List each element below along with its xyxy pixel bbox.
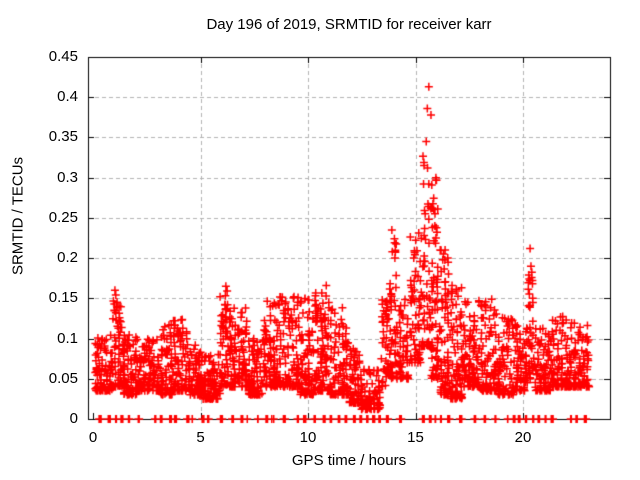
x-tick-label: 20 <box>514 429 532 446</box>
y-tick-label: 0.25 <box>48 208 78 226</box>
x-tick-label: 5 <box>196 429 205 446</box>
x-tick-label: 15 <box>407 429 424 446</box>
y-tick-label: 0.45 <box>48 48 78 65</box>
y-tick-label: 0.15 <box>48 289 78 307</box>
y-tick-label: 0 <box>69 410 78 427</box>
y-tick-label: 0.2 <box>57 249 78 267</box>
x-tick-label: 10 <box>299 429 317 446</box>
x-tick-label: 0 <box>88 429 98 446</box>
y-tick-label: 0.4 <box>57 88 78 106</box>
y-tick-label: 0.35 <box>48 128 78 146</box>
y-tick-label: 0.3 <box>57 168 78 186</box>
y-tick-label: 0.05 <box>48 369 78 387</box>
x-axis-title: GPS time / hours <box>291 452 407 469</box>
y-tick-label: 0.1 <box>57 329 78 347</box>
chart-title: Day 196 of 2019, SRMTID for receiver kar… <box>206 16 492 33</box>
